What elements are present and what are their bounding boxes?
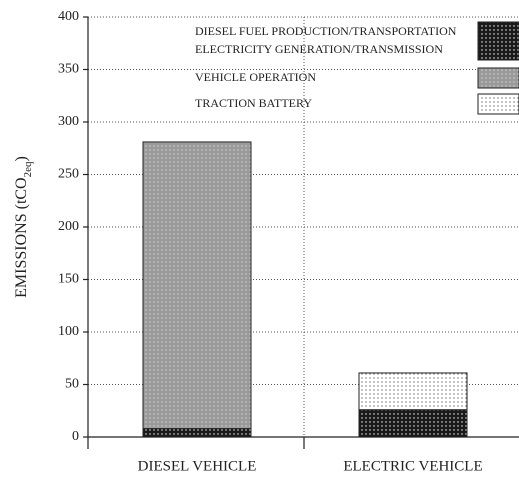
legend-swatch <box>477 21 519 61</box>
legend-swatch <box>477 67 519 89</box>
legend-label: VEHICLE OPERATION <box>195 70 316 84</box>
bar-segment <box>142 428 252 438</box>
x-tick-label: ELECTRIC VEHICLE <box>343 458 482 474</box>
y-tick-label: 250 <box>58 167 79 182</box>
y-tick-label: 300 <box>58 114 79 129</box>
y-axis-label: EMISSIONS (tCO2eq) <box>13 156 34 298</box>
y-label-sub: 2eq <box>22 161 34 177</box>
y-tick-label: 150 <box>58 272 79 287</box>
y-tick-label: 50 <box>65 377 79 392</box>
legend-swatch <box>477 93 519 115</box>
legend-label: DIESEL FUEL PRODUCTION/TRANSPORTATION <box>195 24 457 38</box>
y-tick-label: 100 <box>58 324 79 339</box>
bar-segment <box>142 141 252 430</box>
y-label-main: EMISSIONS (tCO <box>13 177 30 297</box>
y-tick-label: 350 <box>58 62 79 77</box>
bar-segment <box>358 372 468 411</box>
y-tick-label: 200 <box>58 219 79 234</box>
legend-label: TRACTION BATTERY <box>195 96 312 110</box>
y-tick-label: 400 <box>58 9 79 24</box>
x-tick-label: DIESEL VEHICLE <box>138 458 257 474</box>
y-tick-label: 0 <box>72 429 79 444</box>
bar-segment <box>358 409 468 438</box>
legend-label: ELECTRICITY GENERATION/TRANSMISSION <box>195 42 443 56</box>
y-label-end: ) <box>13 156 30 161</box>
